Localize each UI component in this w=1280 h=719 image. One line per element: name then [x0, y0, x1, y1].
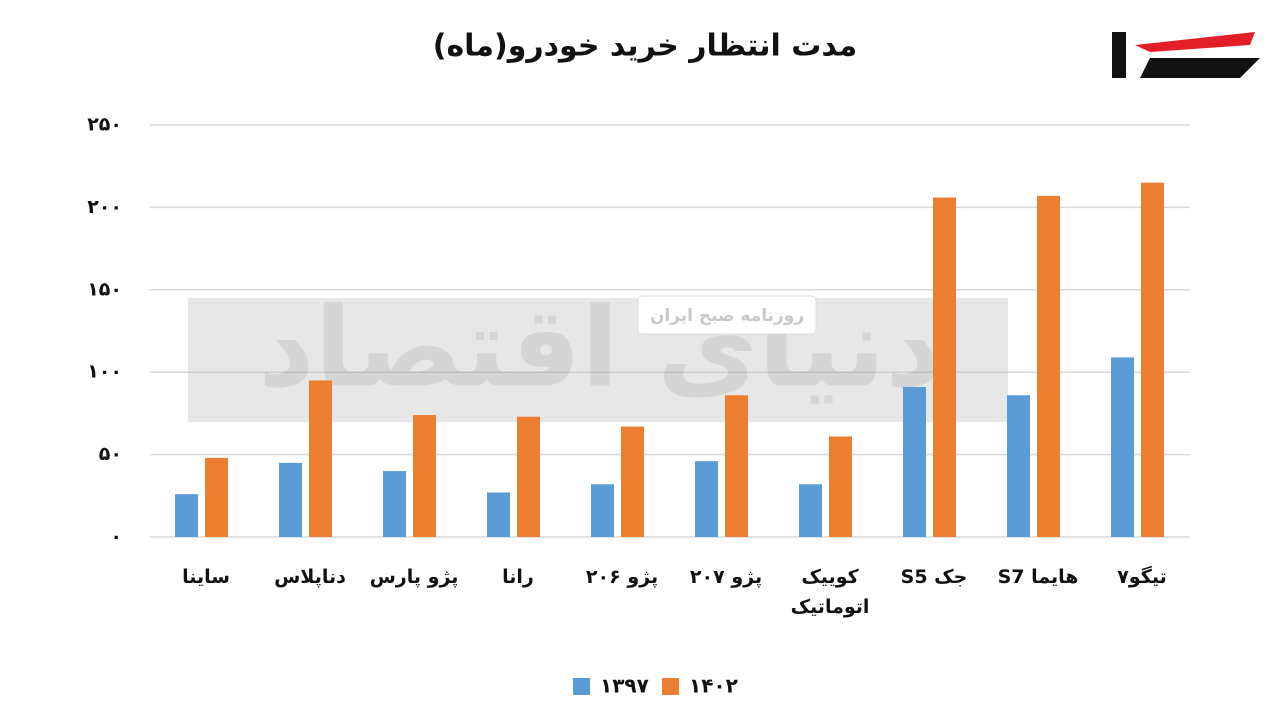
bar	[1111, 357, 1134, 537]
watermark-subtitle: روزنامه صبح ایران	[650, 306, 804, 326]
watermark-box	[637, 295, 817, 335]
y-tick-label: ۵۰	[99, 443, 122, 465]
logo	[1112, 32, 1260, 78]
bar	[413, 415, 436, 537]
chart-title: مدت انتظار خرید خودرو(ماه)	[433, 29, 858, 64]
bar	[1007, 395, 1030, 537]
watermark: دنیای اقتصاد روزنامه صبح ایران	[188, 283, 1008, 422]
bar	[829, 436, 852, 537]
bar	[799, 484, 822, 537]
bar	[903, 387, 926, 537]
bar	[591, 484, 614, 537]
bar	[933, 197, 956, 537]
bar	[517, 416, 540, 537]
x-tick-label: هایما S7	[997, 566, 1079, 588]
watermark-title: دنیای اقتصاد	[258, 283, 942, 411]
bar	[383, 471, 406, 537]
bar	[175, 494, 198, 537]
x-tick-label: تیگو۷	[1117, 566, 1167, 588]
y-tick-label: ۲۵۰	[87, 114, 122, 136]
x-tick-label: پژو ۲۰۶	[585, 566, 659, 588]
y-tick-label: ۱۰۰	[87, 361, 122, 383]
y-tick-label: ۱۵۰	[87, 278, 122, 300]
bar	[279, 462, 302, 537]
bar	[1037, 195, 1060, 537]
x-tick-label: دناپلاس	[274, 566, 346, 588]
y-tick-label: ۲۰۰	[87, 196, 122, 218]
y-tick-label: ۰	[110, 526, 122, 548]
bar	[695, 461, 718, 537]
legend-label: ۱۳۹۷	[600, 674, 649, 698]
bar	[725, 395, 748, 537]
x-tick-label: ساینا	[182, 566, 230, 588]
legend-swatch	[662, 678, 679, 695]
legend-swatch	[573, 678, 590, 695]
legend-label: ۱۴۰۲	[689, 674, 738, 698]
bar	[1141, 182, 1164, 537]
bar	[621, 426, 644, 537]
bar	[487, 492, 510, 537]
x-tick-label: رانا	[502, 566, 534, 588]
x-tick-label: پژو ۲۰۷	[689, 566, 763, 588]
x-tick-label: جک S5	[900, 566, 968, 588]
bar	[205, 457, 228, 537]
x-tick-label: کوییک اتوماتیک	[790, 566, 870, 619]
x-tick-label: پژو پارس	[369, 566, 459, 588]
bar	[309, 380, 332, 537]
